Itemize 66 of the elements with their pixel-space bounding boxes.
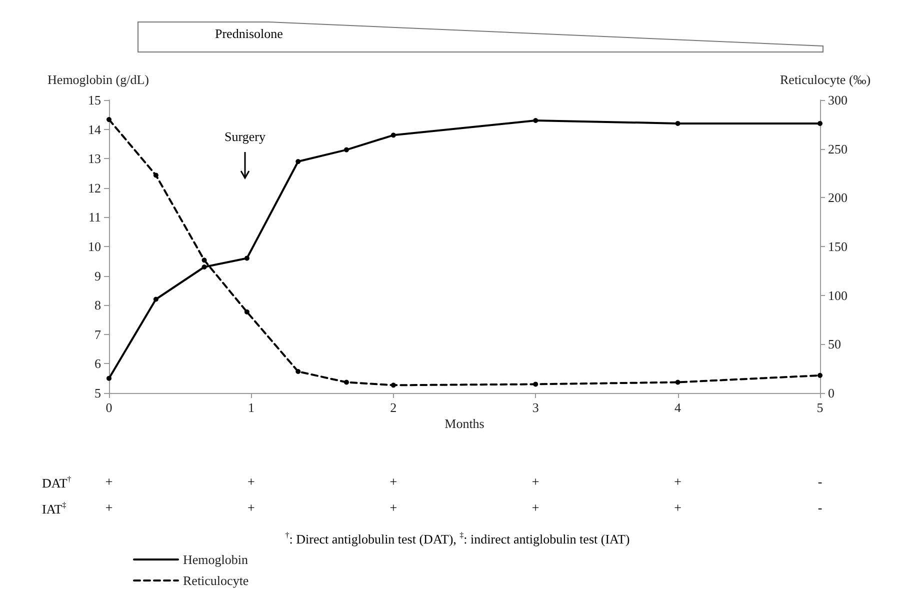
point [202, 258, 207, 263]
point [202, 264, 207, 270]
y-tick-label: 12 [88, 180, 101, 196]
x-tick-label: 2 [390, 400, 397, 415]
legend-label: Hemoglobin [183, 552, 248, 567]
y-tick-label: 8 [94, 298, 101, 313]
text: + [248, 474, 255, 489]
y-tick-label: 7 [94, 326, 102, 342]
y-tick-label: 11 [88, 210, 101, 225]
point [153, 296, 158, 302]
text: + [105, 474, 113, 489]
y-tick-label: 9 [94, 268, 101, 284]
text: + [105, 500, 113, 515]
y-tick-label: 5 [94, 386, 101, 400]
text: IAT‡ [42, 500, 66, 516]
y2-tick-label: 300 [828, 92, 848, 108]
point [344, 380, 349, 385]
y2-tick-label: 200 [828, 190, 848, 206]
annotation: Surgery [224, 129, 266, 144]
point [344, 147, 349, 152]
text: DAT† [42, 474, 72, 490]
y2-tick-label: 50 [828, 336, 841, 352]
point [675, 120, 680, 126]
point [390, 132, 396, 138]
text: Prednisolone [215, 26, 284, 41]
y-tick-label: 10 [88, 239, 101, 254]
text: + [390, 474, 398, 489]
point [533, 382, 538, 387]
y2-tick-label: 250 [828, 141, 848, 156]
text: + [532, 474, 540, 489]
x-tick-label: 4 [674, 400, 682, 415]
y2-axis-title: Reticulocyte (‰) [780, 72, 871, 87]
x-tick-label: 5 [816, 400, 824, 415]
x-tick-label: 3 [532, 400, 539, 415]
y2-tick-label: 100 [828, 288, 848, 303]
point [106, 117, 112, 122]
point [153, 172, 158, 178]
point [390, 382, 396, 388]
point [106, 376, 112, 381]
x-axis-title: Months [444, 416, 484, 431]
point [296, 369, 301, 374]
text: - [818, 500, 822, 515]
text: †: Direct antiglobulin test (DAT), ‡: indirect antiglobulin test (IAT) [285, 530, 630, 546]
text: + [248, 500, 255, 515]
point [533, 118, 538, 124]
point [818, 372, 822, 378]
text: + [674, 500, 682, 515]
x-tick-label: 1 [248, 400, 254, 415]
text: - [818, 474, 822, 489]
y-tick-label: 14 [88, 122, 102, 137]
text: + [390, 500, 398, 515]
y-tick-label: 15 [88, 92, 101, 108]
y-tick-label: 6 [94, 356, 102, 372]
y2-tick-label: 150 [828, 239, 848, 254]
point [818, 120, 822, 126]
text: + [532, 500, 540, 515]
point [244, 256, 250, 261]
point [244, 309, 250, 314]
y2-tick-label: 0 [828, 386, 834, 400]
y-tick-label: 13 [88, 151, 101, 166]
y-axis-title: Hemoglobin (g/dL) [48, 72, 149, 87]
x-tick-label: 0 [106, 400, 112, 415]
point [296, 159, 301, 164]
legend-label: Reticulocyte [183, 573, 249, 588]
text: + [674, 474, 682, 489]
point [675, 380, 680, 385]
